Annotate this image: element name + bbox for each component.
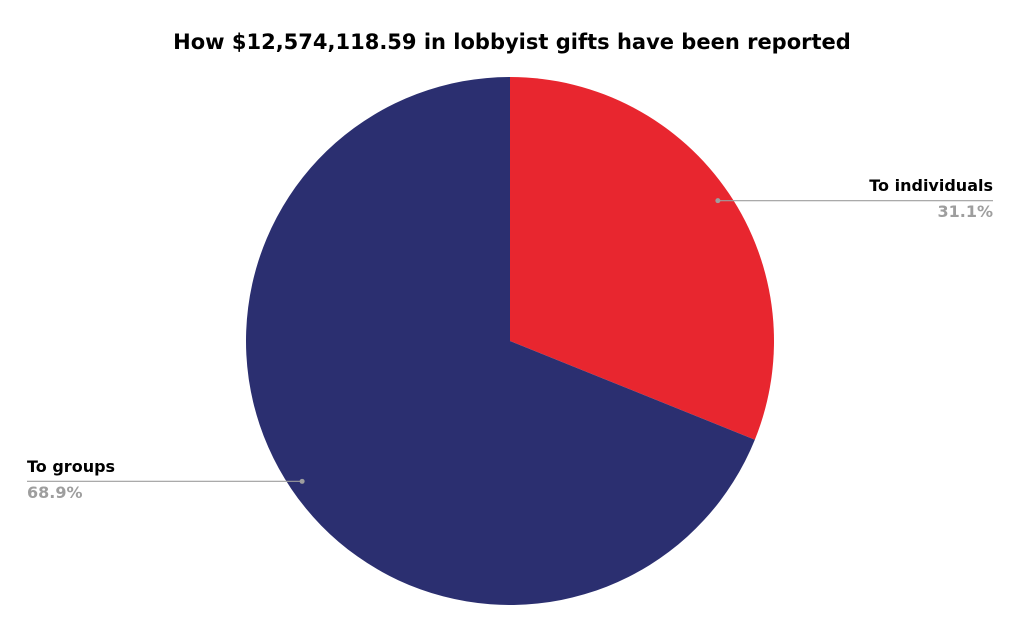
chart-title: How $12,574,118.59 in lobbyist gifts hav…	[173, 30, 851, 54]
leader-dot	[715, 198, 721, 204]
pie-slice	[246, 77, 755, 605]
leader-dot	[299, 478, 305, 484]
pie-slice	[510, 77, 775, 440]
slice-label: To groups	[27, 457, 115, 476]
slice-label: To individuals	[869, 176, 993, 195]
value-label: 31.1%	[937, 202, 993, 221]
value-label: 68.9%	[27, 483, 83, 502]
